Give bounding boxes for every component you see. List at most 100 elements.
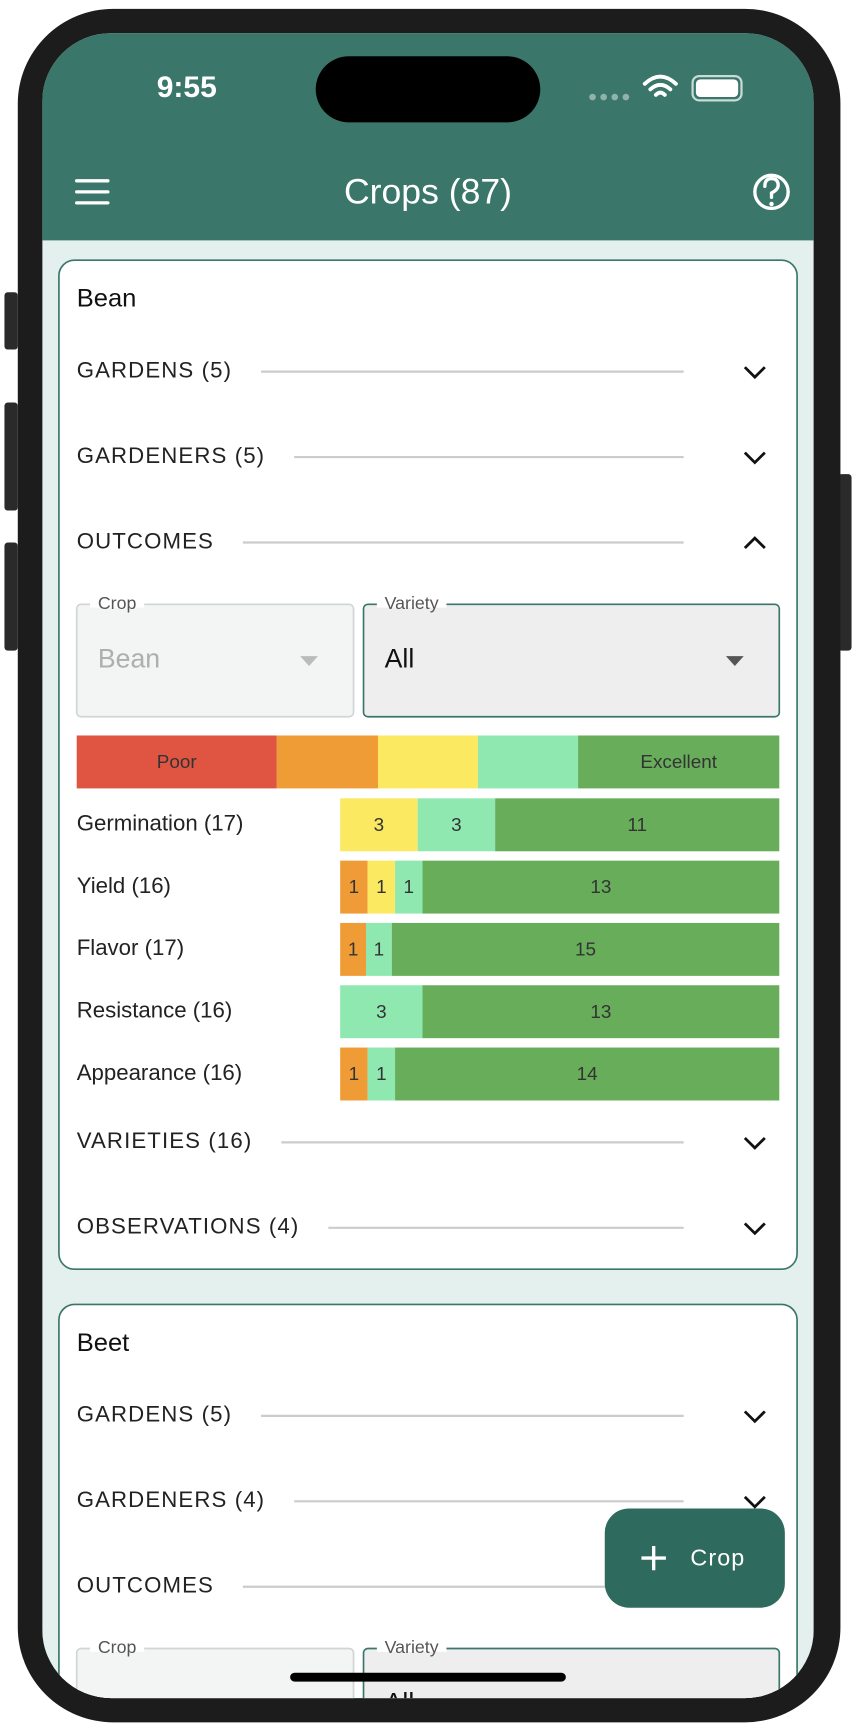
field-label: Variety [385,1637,439,1657]
section-header[interactable]: OUTCOMES [77,1573,214,1598]
crop-card: Bean GARDENS (5) GARDENERS (5) OUTCOMES Crop… [58,259,798,1271]
dropdown[interactable] [362,603,781,718]
bar-segment [395,1047,780,1101]
segment-label: 1 [404,876,415,897]
segment-label: 1 [376,1063,387,1084]
battery [691,74,743,102]
expand-icon[interactable] [743,1495,766,1509]
dynamic-island [315,56,541,123]
legend-swatch [578,735,780,789]
expand-icon[interactable] [743,1136,766,1150]
app-title: Crops (87) [344,172,512,212]
segment-label: 11 [627,814,647,835]
dropdown [75,603,355,718]
bar-segment [366,922,392,976]
collapse-icon[interactable] [743,536,766,550]
section-header[interactable]: GARDENERS (4) [77,1487,265,1512]
bar-segment [417,798,496,852]
cards: Bean GARDENS (5) GARDENERS (5) OUTCOMES Crop… [58,259,798,1718]
signal [589,93,630,101]
side-button [838,474,852,651]
label-bg [376,600,447,608]
legend-label: Poor [157,751,197,772]
menu-icon[interactable] [75,179,110,205]
segment-label: 1 [374,939,385,960]
dropdown [75,1647,355,1699]
section-header[interactable]: VARIETIES (16) [77,1128,253,1153]
battery-level [695,79,739,98]
segment-label: 3 [451,814,462,835]
field-label: Variety [385,593,439,613]
segment-label: 1 [349,876,360,897]
field-value: Bean [98,644,160,674]
bar-segment [340,860,368,914]
field-value: All [385,1688,415,1718]
bar-segment [367,1047,396,1101]
home-indicator [290,1672,566,1682]
side-button [4,292,18,350]
bar-segment [422,985,780,1039]
segment-label: 3 [374,814,385,835]
legend-label: Excellent [640,751,717,772]
legend-swatch [478,735,579,789]
row-label: Flavor (17) [77,935,184,960]
fab-label[interactable]: Crop [690,1544,745,1570]
bar-segment [340,798,418,852]
expand-icon[interactable] [743,1410,766,1424]
segment-label: 1 [349,1063,360,1084]
segment-label: 14 [577,1063,598,1084]
card-title: Bean [77,285,137,313]
expand-icon[interactable] [743,451,766,465]
bar-segment [422,860,780,914]
side-button [4,402,18,511]
row-label: Yield (16) [77,873,171,898]
label-bg [376,1645,447,1652]
bar-segment [395,860,423,914]
bar-segment [340,1047,368,1101]
card-title: Beet [77,1329,130,1357]
bar-segment [495,798,780,852]
expand-icon[interactable] [743,366,766,380]
dropdown-arrow [725,656,744,667]
dropdown-arrow [300,656,318,667]
row-label: Appearance (16) [77,1060,242,1085]
segment-label: 3 [376,1001,387,1022]
section-header[interactable]: GARDENS (5) [77,1402,232,1427]
fab-bg[interactable] [604,1508,785,1608]
section-header[interactable]: GARDENERS (5) [77,443,265,468]
section-header[interactable]: OBSERVATIONS (4) [77,1214,300,1239]
segment-label: 1 [348,939,359,960]
wifi-icon [642,74,678,97]
label-bg [90,600,145,608]
card-bg [58,1303,798,1699]
segment-label: 13 [590,1001,611,1022]
expand-icon[interactable] [743,1222,766,1236]
legend-swatch [276,735,378,789]
bar-segment [391,922,780,976]
segment-label: 13 [590,876,611,897]
screen: 9:55 Crops (87) Bean GARDENS (5) GARDENERS… [42,33,814,1718]
bar-segment [367,860,396,914]
fab[interactable]: Crop [604,1508,785,1608]
label-bg [90,1645,145,1652]
field-label: Crop [98,593,137,613]
row-label: Germination (17) [77,811,244,836]
section-header[interactable]: GARDENS (5) [77,358,232,383]
legend-swatch [377,735,479,789]
row-label: Resistance (16) [77,998,233,1023]
section-header[interactable]: OUTCOMES [77,528,214,553]
help-icon[interactable] [753,173,790,211]
bar-segment [340,985,423,1039]
clock: 9:55 [157,71,217,104]
plus-icon [641,1545,666,1571]
side-button [4,542,18,651]
legend-swatch [76,735,277,789]
segment-label: 15 [575,939,596,960]
field-label: Crop [98,1637,137,1657]
bar-segment [340,922,367,976]
field-value: All [385,644,415,674]
segment-label: 1 [376,876,387,897]
